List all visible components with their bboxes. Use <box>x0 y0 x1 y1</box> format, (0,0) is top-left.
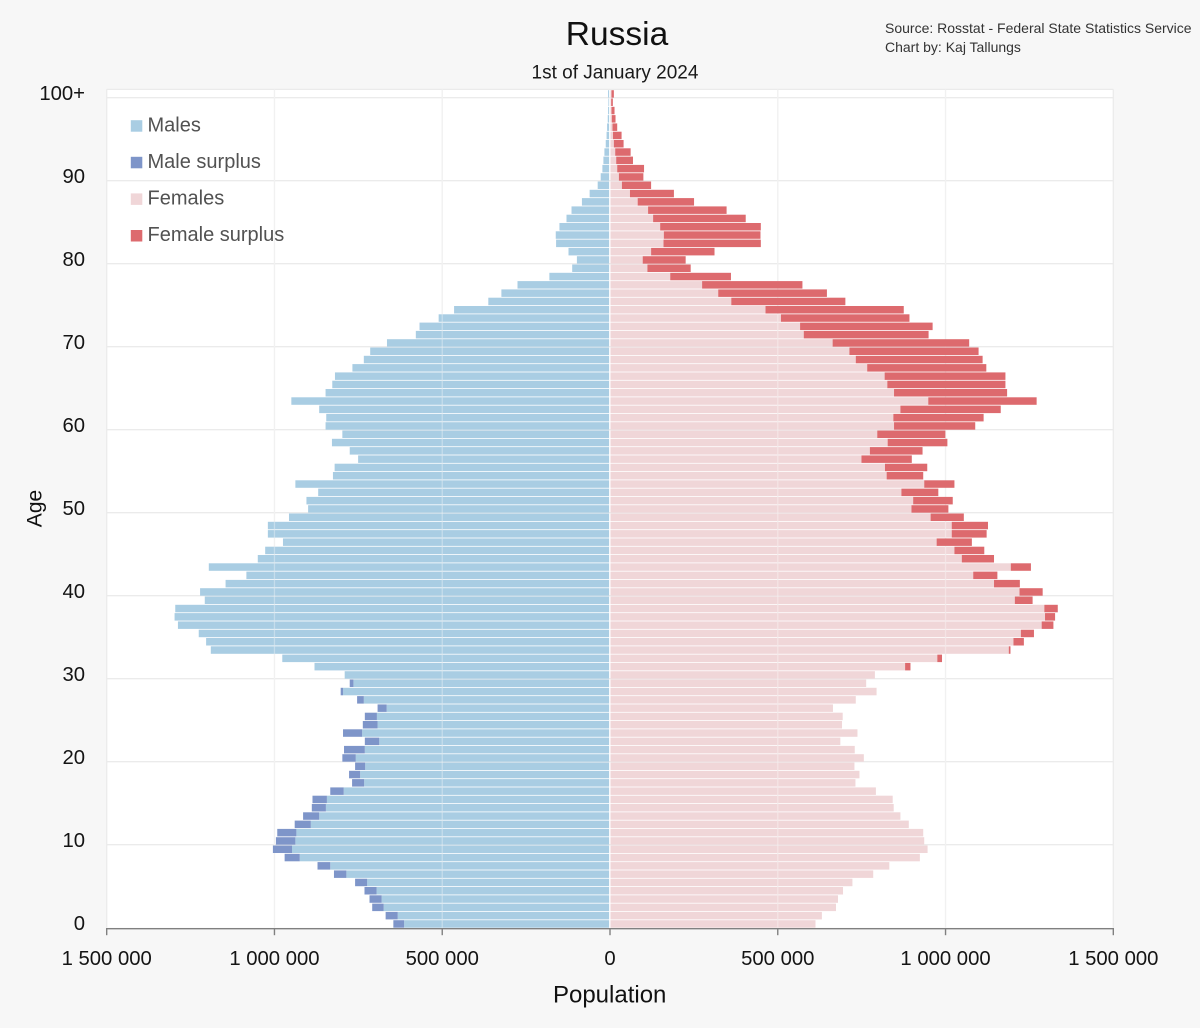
svg-text:1 500 000: 1 500 000 <box>1068 948 1158 970</box>
svg-text:60: 60 <box>62 415 85 437</box>
svg-text:40: 40 <box>62 581 85 603</box>
svg-text:Age: Age <box>24 490 47 527</box>
svg-text:1 000 000: 1 000 000 <box>229 948 319 970</box>
svg-text:1st of January 2024: 1st of January 2024 <box>532 63 699 84</box>
svg-text:Female surplus: Female surplus <box>148 224 285 246</box>
svg-text:Females: Females <box>148 188 225 210</box>
svg-text:70: 70 <box>62 332 85 354</box>
svg-text:Males: Males <box>148 114 201 136</box>
svg-text:10: 10 <box>62 830 85 852</box>
svg-text:20: 20 <box>62 747 85 769</box>
svg-text:500 000: 500 000 <box>406 948 479 970</box>
svg-text:Population: Population <box>553 982 666 1009</box>
svg-text:50: 50 <box>62 498 85 520</box>
svg-text:Russia: Russia <box>566 16 669 53</box>
svg-text:1 000 000: 1 000 000 <box>900 948 990 970</box>
svg-text:1 500 000: 1 500 000 <box>62 948 152 970</box>
svg-text:80: 80 <box>62 249 85 271</box>
svg-text:90: 90 <box>62 166 85 188</box>
svg-text:Male surplus: Male surplus <box>148 151 261 173</box>
svg-text:Source: Rosstat - Federal Stat: Source: Rosstat - Federal State Statisti… <box>885 20 1192 36</box>
svg-text:100+: 100+ <box>39 83 85 105</box>
svg-text:500 000: 500 000 <box>741 948 814 970</box>
svg-text:0: 0 <box>604 948 615 970</box>
svg-text:Chart by: Kaj Tallungs: Chart by: Kaj Tallungs <box>885 39 1021 55</box>
svg-text:30: 30 <box>62 664 85 686</box>
svg-text:0: 0 <box>74 913 85 935</box>
